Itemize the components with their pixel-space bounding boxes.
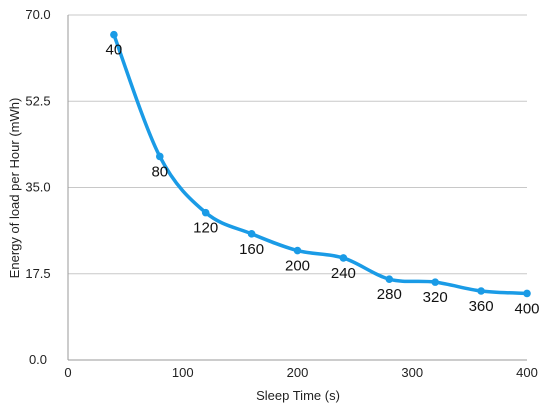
y-tick-label: 0.0 [29,352,47,367]
x-tick-label: 100 [172,365,194,380]
data-point [523,289,531,298]
x-tick-label: 400 [516,365,538,380]
data-label: 240 [331,265,356,282]
series-line [112,32,529,296]
data-label: 160 [239,241,264,258]
y-tick-label: 70.0 [25,7,50,22]
data-label: 280 [377,286,402,303]
data-point [477,287,485,295]
data-point [110,30,118,39]
x-tick-label: 0 [64,365,71,380]
data-point [293,246,302,255]
data-label: 80 [151,163,168,180]
x-tick-label: 300 [401,365,423,380]
series-layer [110,30,531,298]
y-tick-labels: 0.0 17.5 35.0 52.5 70.0 [25,7,50,367]
data-point [385,275,394,283]
data-label: 200 [285,258,310,275]
x-tick-label: 200 [287,365,309,380]
data-point [156,152,164,161]
data-point [247,230,256,238]
x-axis-title: Sleep Time (s) [256,388,340,403]
data-point [339,254,348,262]
data-labels: 40 80 120 160 200 240 280 320 360 400 [106,42,540,318]
data-label: 400 [514,300,539,317]
x-tick-labels: 0 100 200 300 400 [64,365,537,380]
y-axis-title: Energy of load per Hour (mWh) [7,98,22,279]
y-tick-label: 35.0 [25,180,50,195]
data-label: 40 [106,42,123,59]
data-point [431,278,440,286]
data-label: 360 [469,298,494,315]
y-tick-label: 52.5 [25,93,50,108]
data-label: 320 [423,289,448,306]
data-point [201,208,210,217]
y-tick-label: 17.5 [25,266,50,281]
data-label: 120 [193,220,218,237]
axes-layer [67,15,527,361]
grid-layer [68,14,527,275]
